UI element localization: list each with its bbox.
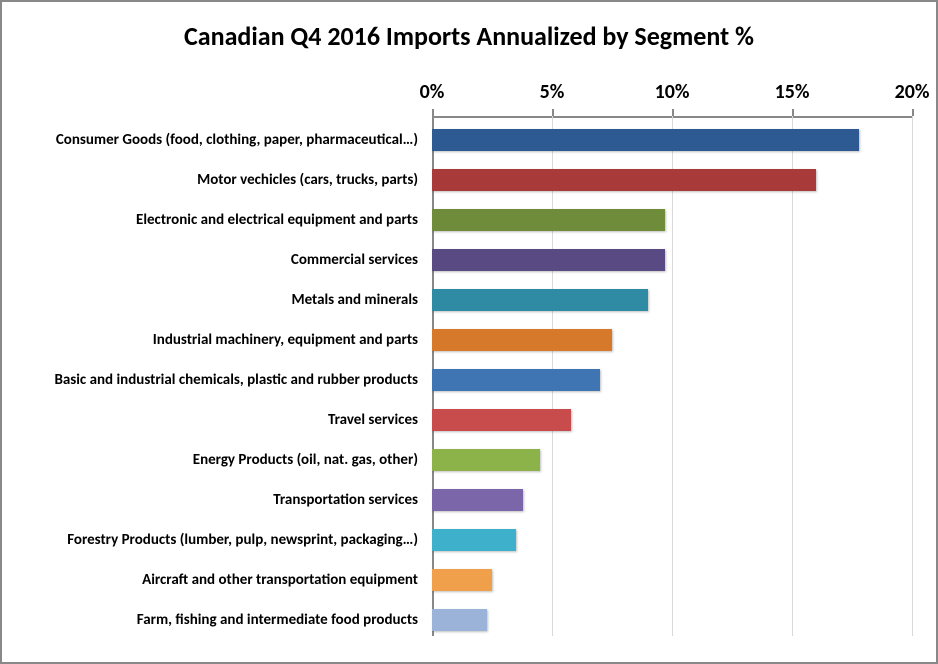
bar (432, 449, 540, 471)
bar (432, 529, 516, 551)
bar (432, 609, 487, 631)
x-tick-label: 10% (655, 80, 690, 104)
bar (432, 569, 492, 591)
x-tick (432, 109, 434, 116)
category-label: Forestry Products (lumber, pulp, newspri… (67, 531, 418, 549)
plot-area (432, 116, 912, 636)
bar (432, 209, 665, 231)
category-label: Motor vechicles (cars, trucks, parts) (197, 171, 418, 189)
bar (432, 129, 859, 151)
category-label: Energy Products (oil, nat. gas, other) (193, 451, 418, 469)
grid-line (672, 116, 673, 636)
category-label: Travel services (328, 411, 418, 429)
x-tick-label: 5% (540, 80, 565, 104)
category-label: Basic and industrial chemicals, plastic … (54, 371, 418, 389)
x-tick-label: 20% (895, 80, 930, 104)
bar (432, 329, 612, 351)
grid-line (792, 116, 793, 636)
bar (432, 369, 600, 391)
category-label: Electronic and electrical equipment and … (136, 211, 418, 229)
grid-line (912, 116, 913, 636)
bar (432, 249, 665, 271)
chart-container: Canadian Q4 2016 Imports Annualized by S… (0, 0, 938, 664)
category-label: Transportation services (273, 491, 418, 509)
category-label: Consumer Goods (food, clothing, paper, p… (56, 131, 418, 149)
category-label: Metals and minerals (291, 291, 418, 309)
x-tick (792, 109, 794, 116)
x-tick (672, 109, 674, 116)
x-tick (552, 109, 554, 116)
category-label: Farm, fishing and intermediate food prod… (137, 611, 418, 629)
category-label: Industrial machinery, equipment and part… (153, 331, 418, 349)
chart-title: Canadian Q4 2016 Imports Annualized by S… (2, 20, 936, 52)
x-tick-label: 0% (420, 80, 445, 104)
category-label: Aircraft and other transportation equipm… (142, 571, 418, 589)
x-tick-label: 15% (775, 80, 810, 104)
bar (432, 289, 648, 311)
bar (432, 489, 523, 511)
bar (432, 169, 816, 191)
x-tick (912, 109, 914, 116)
bar (432, 409, 571, 431)
category-label: Commercial services (291, 251, 418, 269)
